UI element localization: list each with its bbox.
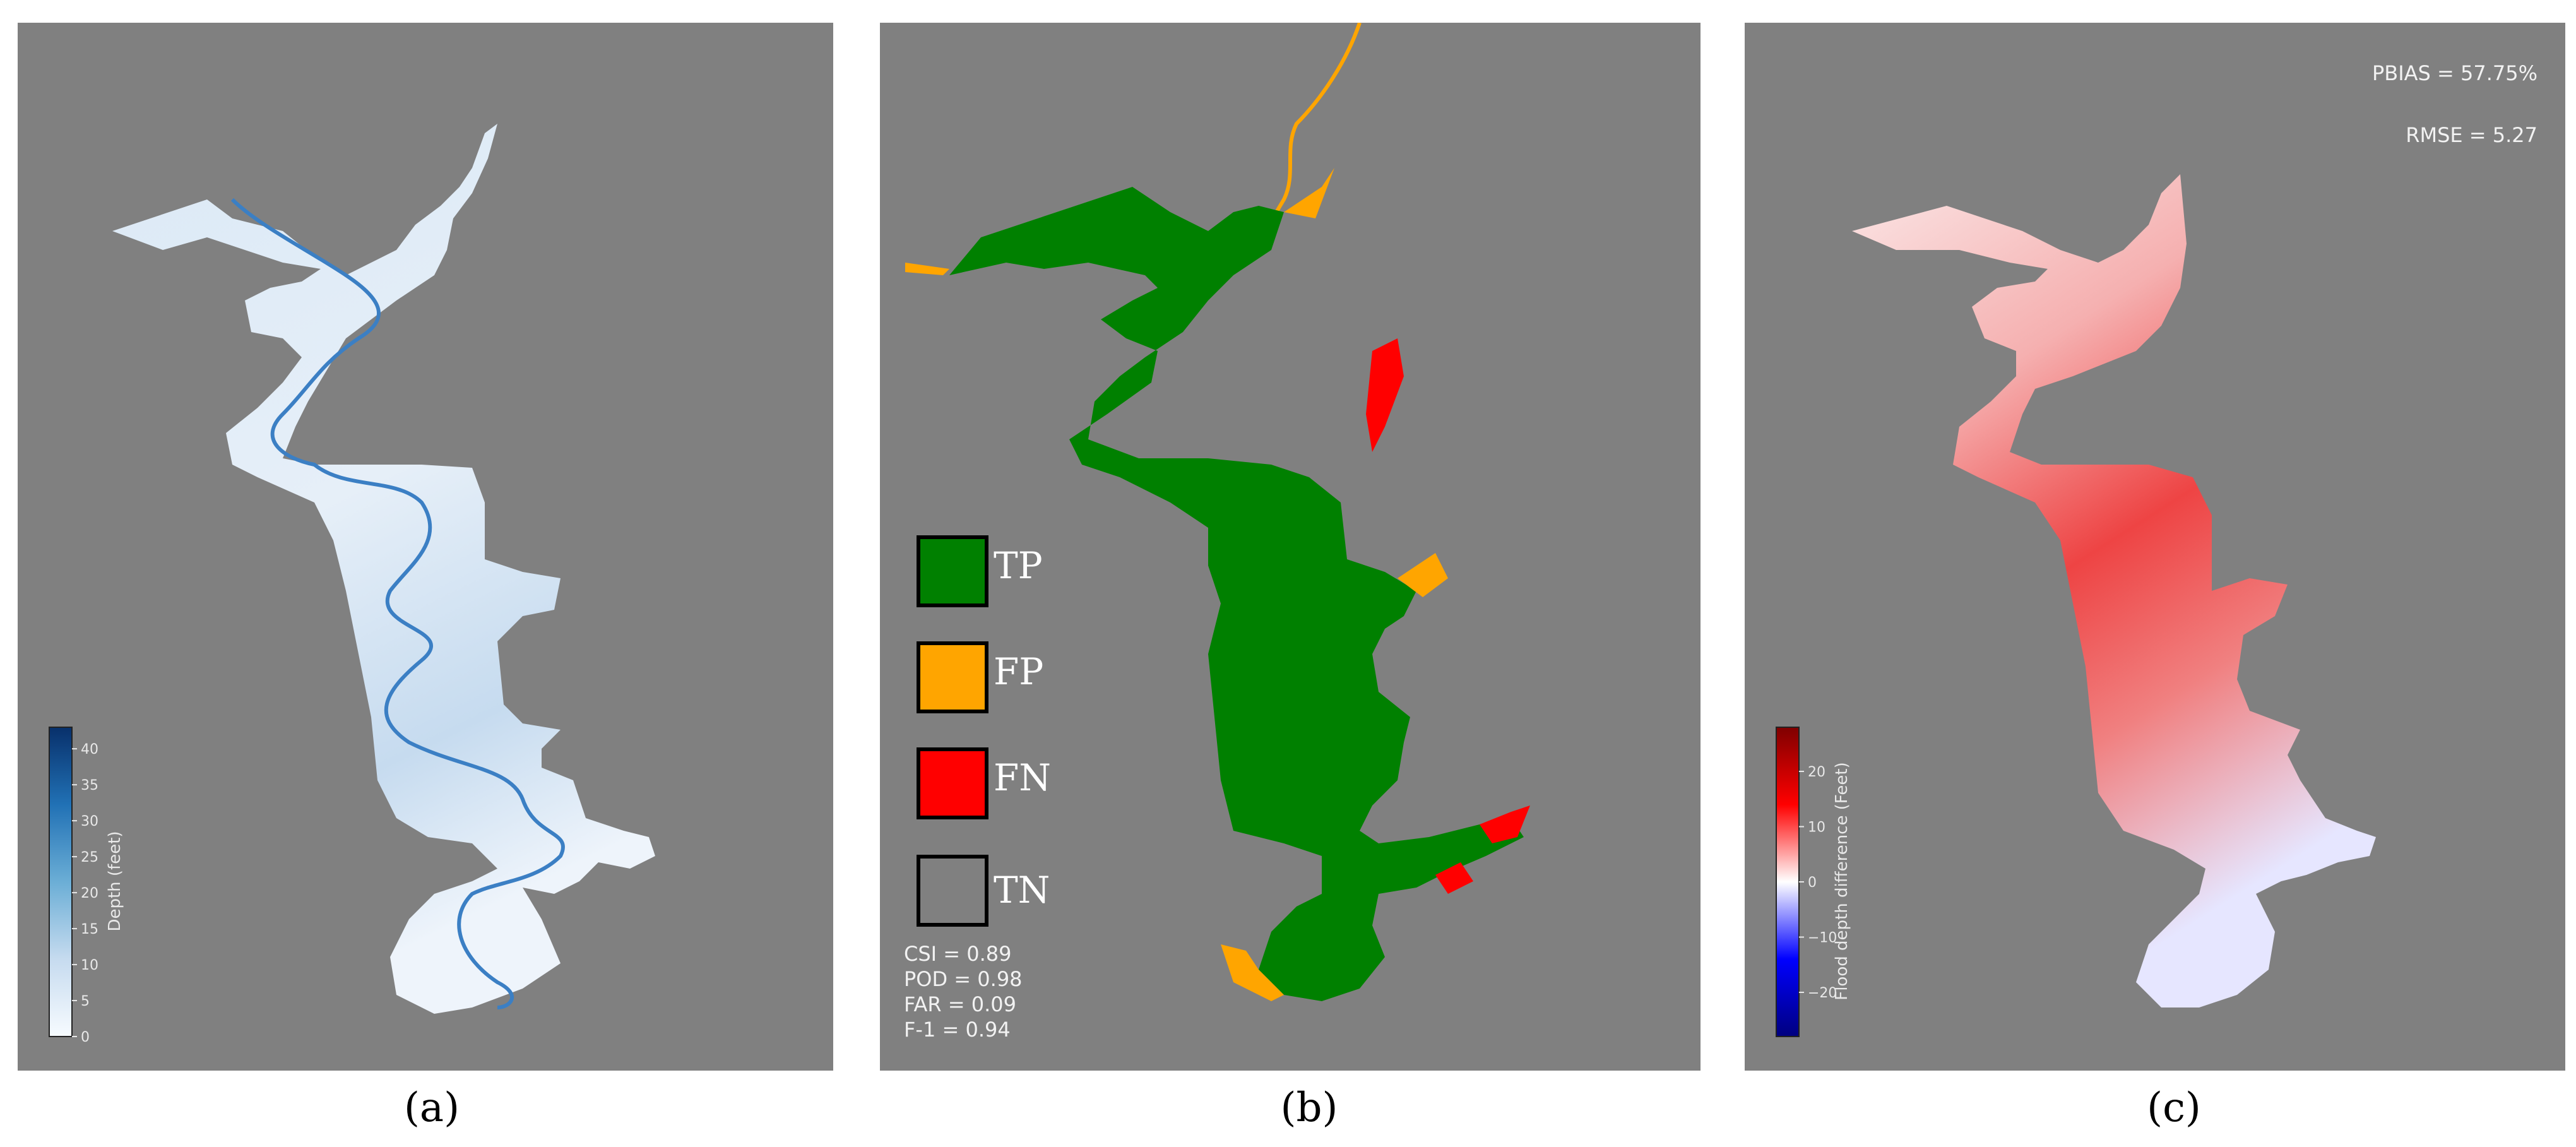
colorbar-label: Flood depth difference (Feet): [1832, 762, 1851, 1001]
colorbar-tick-label: 35: [81, 778, 98, 793]
colorbar-tick-label: 30: [81, 814, 98, 829]
depth-colorbar: 0 5 10 15 20 25 30 35 40 Depth (feet): [49, 727, 124, 1045]
river-channel: [230, 198, 565, 1009]
rmse-stat: RMSE = 5.27: [2406, 123, 2537, 147]
tp-region: [949, 187, 1524, 1001]
legend-swatch-fp: [917, 641, 988, 713]
difference-colorbar: −20 −10 0 10 20 Flood depth difference (Feet…: [1776, 727, 1851, 1037]
legend-label-fn: FN: [994, 756, 1051, 799]
legend-swatch-tn: [917, 855, 988, 927]
legend-label-fp: FP: [994, 650, 1044, 693]
map-panel-depth-difference: −20 −10 0 10 20 Flood depth difference (Feet…: [1745, 23, 2565, 1071]
metric-f1: F-1 = 0.94: [904, 1018, 1011, 1042]
colorbar-tick-label: 10: [81, 958, 98, 973]
colorbar-tick-label: 40: [81, 742, 98, 758]
map-panel-depth: 0 5 10 15 20 25 30 35 40 Depth (feet): [18, 23, 833, 1071]
flood-extent-classification-map: [905, 23, 1530, 1001]
metric-far: FAR = 0.09: [904, 992, 1016, 1016]
colorbar-tick-label: 0: [81, 1030, 90, 1045]
colorbar-tick-label: 5: [81, 994, 90, 1009]
pbias-stat: PBIAS = 57.75%: [2371, 61, 2537, 85]
colorbar-tick-label: 20: [81, 886, 98, 901]
flood-depth-map: 0 5 10 15 20 25 30 35 40 Depth (feet): [49, 124, 655, 1045]
legend-swatch-tp: [917, 535, 988, 607]
legend-swatch-fn: [917, 747, 988, 819]
legend-label-tp: TP: [994, 544, 1043, 587]
legend-label-tn: TN: [994, 869, 1050, 912]
fp-fringe: [905, 168, 1448, 1001]
difference-extent-shape: [1852, 174, 2376, 1007]
colorbar-tick-label: 25: [81, 850, 98, 865]
depth-difference-map: −20 −10 0 10 20 Flood depth difference (Feet…: [1776, 174, 2376, 1037]
colorbar-tick-label: 0: [1808, 875, 1817, 891]
panel-c-caption: (c): [2147, 1085, 2201, 1131]
colorbar-tick-label: −10: [1808, 930, 1837, 946]
colorbar-tick-label: 15: [81, 922, 98, 937]
metric-csi: CSI = 0.89: [904, 942, 1012, 966]
colorbar-label: Depth (feet): [105, 831, 124, 931]
map-panel-classification: TP FP FN TN CSI = 0.89 POD = 0.98 FAR = …: [880, 23, 1701, 1071]
colorbar-tick-label: 10: [1808, 820, 1825, 836]
panel-a-caption: (a): [403, 1085, 460, 1131]
colorbar-tick-label: 20: [1808, 764, 1825, 780]
flood-extent-shape: [112, 124, 655, 1014]
metric-pod: POD = 0.98: [904, 967, 1023, 991]
colorbar-tick-label: −20: [1808, 985, 1837, 1001]
fn-patches: [1366, 338, 1530, 894]
panel-b-caption: (b): [1280, 1085, 1338, 1131]
